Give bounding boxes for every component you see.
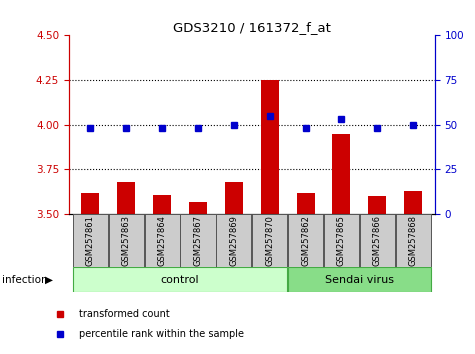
Bar xyxy=(360,214,395,267)
Bar xyxy=(252,214,287,267)
Bar xyxy=(225,182,243,214)
Bar xyxy=(81,193,99,214)
Title: GDS3210 / 161372_f_at: GDS3210 / 161372_f_at xyxy=(173,21,331,34)
Text: GSM257865: GSM257865 xyxy=(337,215,346,266)
Bar xyxy=(324,214,359,267)
Bar xyxy=(396,214,431,267)
Text: percentile rank within the sample: percentile rank within the sample xyxy=(79,329,244,339)
Text: GSM257867: GSM257867 xyxy=(193,215,202,266)
Text: Sendai virus: Sendai virus xyxy=(325,275,394,285)
Bar xyxy=(153,194,171,214)
Text: transformed count: transformed count xyxy=(79,309,170,319)
Bar xyxy=(288,214,323,267)
Text: GSM257868: GSM257868 xyxy=(408,215,418,266)
Bar xyxy=(296,193,314,214)
Bar xyxy=(73,267,287,292)
Text: GSM257863: GSM257863 xyxy=(122,215,131,266)
Text: GSM257862: GSM257862 xyxy=(301,215,310,266)
Bar xyxy=(404,191,422,214)
Bar xyxy=(288,267,431,292)
Bar xyxy=(73,214,108,267)
Text: GSM257864: GSM257864 xyxy=(158,215,167,266)
Text: ▶: ▶ xyxy=(45,275,53,285)
Bar xyxy=(216,214,251,267)
Bar xyxy=(368,196,386,214)
Bar xyxy=(117,182,135,214)
Text: GSM257869: GSM257869 xyxy=(229,215,238,266)
Bar xyxy=(180,214,216,267)
Text: GSM257870: GSM257870 xyxy=(265,215,274,266)
Bar xyxy=(189,202,207,214)
Bar xyxy=(332,134,351,214)
Text: GSM257866: GSM257866 xyxy=(373,215,382,266)
Text: infection: infection xyxy=(2,275,48,285)
Bar xyxy=(144,214,180,267)
Text: control: control xyxy=(161,275,200,285)
Bar xyxy=(109,214,144,267)
Bar xyxy=(261,80,279,214)
Text: GSM257861: GSM257861 xyxy=(86,215,95,266)
